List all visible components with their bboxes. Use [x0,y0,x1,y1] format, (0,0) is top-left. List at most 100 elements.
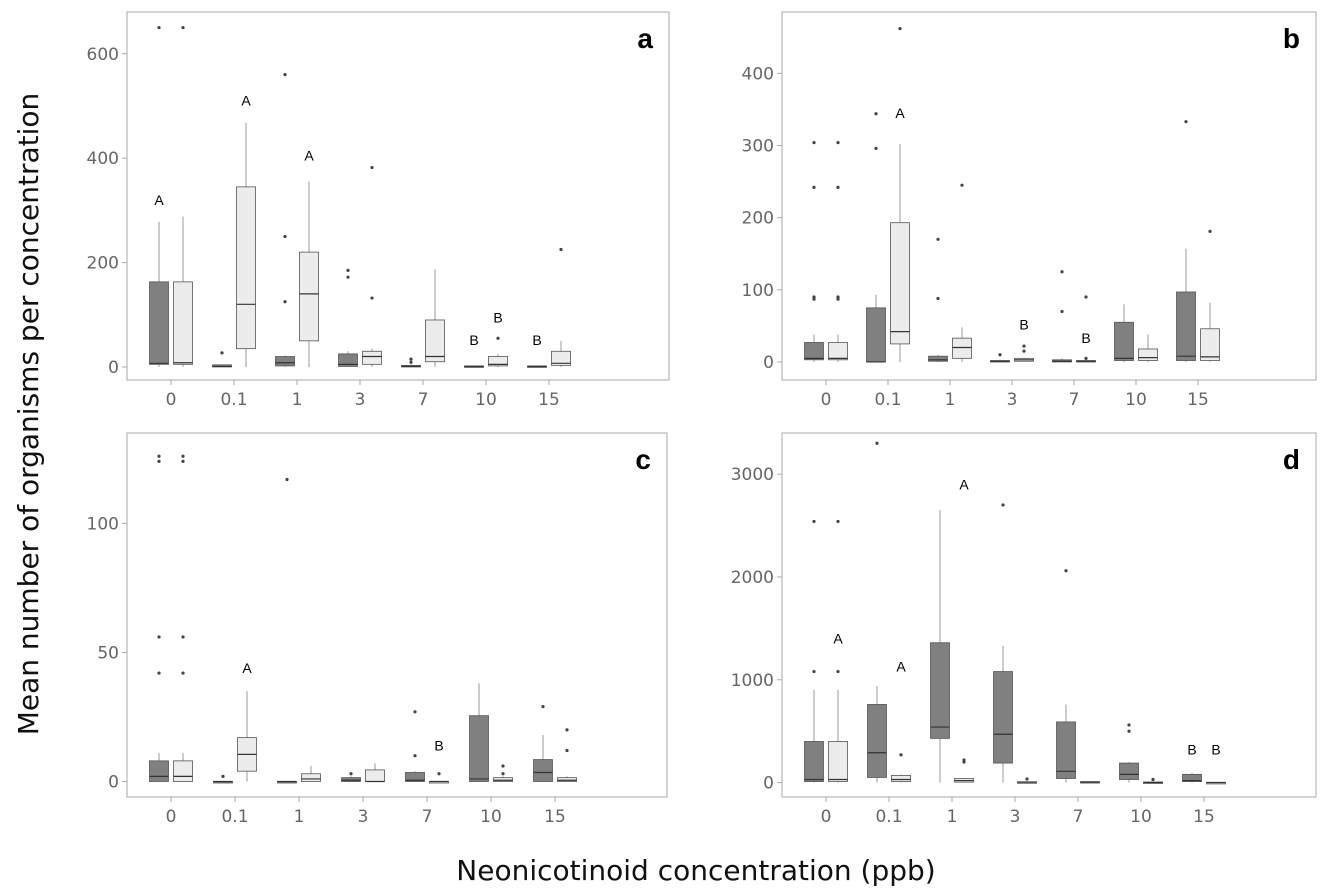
box-dark-3 [338,268,358,367]
outlier-point [836,185,840,189]
box-body [891,775,911,782]
outlier-point [898,26,902,31]
outlier-point [409,360,413,364]
outlier-point [936,237,940,241]
outlier-point [157,459,161,463]
x-tick-label: 0 [166,807,177,827]
box-light-7 [429,772,449,784]
box-body [341,777,361,782]
box-dark-10 [469,683,489,782]
significance-letter: B [434,737,443,753]
box-body [149,281,169,365]
box-body [1119,762,1139,780]
box-body [275,356,295,367]
significance-letter: A [896,658,906,674]
y-tick-label: 300 [742,136,774,156]
panel-label: d [1283,444,1300,475]
y-tick-label: 0 [108,358,119,378]
x-tick-label: 10 [1125,390,1147,410]
x-tick-label: 10 [475,390,497,410]
outlier-point [496,336,500,340]
outlier-point [501,764,505,768]
outlier-point [936,296,940,301]
panel-c: 0 50 100 0 0.1 1 3 7 10 15 A Bc [87,432,668,827]
box-light-10 [1143,777,1163,784]
outlier-point [181,26,185,30]
box-body [804,342,824,361]
box-dark-15 [1182,772,1202,783]
box-light-1 [299,181,319,367]
significance-letter: B [1187,742,1196,758]
box-dark-0.1 [867,441,887,783]
box-body [338,353,358,367]
x-tick-label: 1 [945,390,956,410]
x-tick-label: 7 [1069,390,1080,410]
box-body [299,251,319,342]
box-body [952,337,972,359]
significance-letter: A [895,105,905,121]
outlier-point [836,519,840,524]
box-dark-15 [1176,120,1196,362]
y-tick-label: 2000 [731,568,774,588]
outlier-point [836,669,840,674]
panel-label: a [637,23,653,54]
box-light-0 [173,26,193,367]
box-body [828,741,848,782]
panel-frame [781,432,1317,798]
box-light-0.1 [891,753,911,783]
x-tick-label: 1 [294,807,305,827]
panel-frame [126,432,668,798]
x-tick-label: 0.1 [220,390,247,410]
outlier-point [1064,569,1068,573]
x-tick-label: 15 [1187,390,1209,410]
box-body [173,281,193,365]
box-body [362,350,382,365]
box-body [1138,348,1158,361]
box-light-0.1 [236,122,256,367]
box-light-0 [173,454,193,782]
y-tick-label: 0 [108,773,119,793]
box-body [533,759,553,782]
box-dark-0.1 [866,112,886,363]
box-light-15 [1206,781,1226,785]
box-body [1176,291,1196,361]
outlier-point [565,728,569,732]
box-body [365,769,385,782]
outlier-point [1127,723,1131,727]
y-tick-label: 600 [87,45,119,65]
outlier-point [181,635,185,639]
outlier-point [413,710,417,714]
box-body [930,642,950,739]
box-dark-3 [990,353,1010,363]
outlier-point [1084,356,1088,360]
x-tick-label: 0.1 [874,390,901,410]
box-dark-7 [1056,569,1076,783]
x-tick-label: 3 [355,390,366,410]
outlier-point [283,300,287,304]
y-tick-label: 100 [742,281,774,301]
outlier-point [1060,270,1064,274]
x-tick-label: 10 [480,807,502,827]
box-body [1182,773,1202,782]
x-tick-label: 3 [1010,807,1021,827]
outlier-point [157,454,161,458]
panel-label: b [1283,23,1300,54]
box-light-7 [425,269,445,367]
x-tick-label: 0 [821,807,832,827]
x-tick-label: 15 [1193,807,1215,827]
outlier-point [874,112,878,116]
outlier-point [812,185,816,189]
outlier-point [285,477,289,482]
panel-frame [126,11,670,381]
outlier-point [1084,295,1088,299]
significance-letter: B [532,332,541,348]
box-body [149,760,169,782]
box-light-15 [557,728,577,782]
outlier-point [812,141,816,145]
box-dark-0 [149,454,169,782]
box-dark-0.1 [212,351,232,368]
box-light-7 [1080,781,1100,784]
x-tick-label: 0.1 [875,807,902,827]
box-light-1 [952,183,972,362]
